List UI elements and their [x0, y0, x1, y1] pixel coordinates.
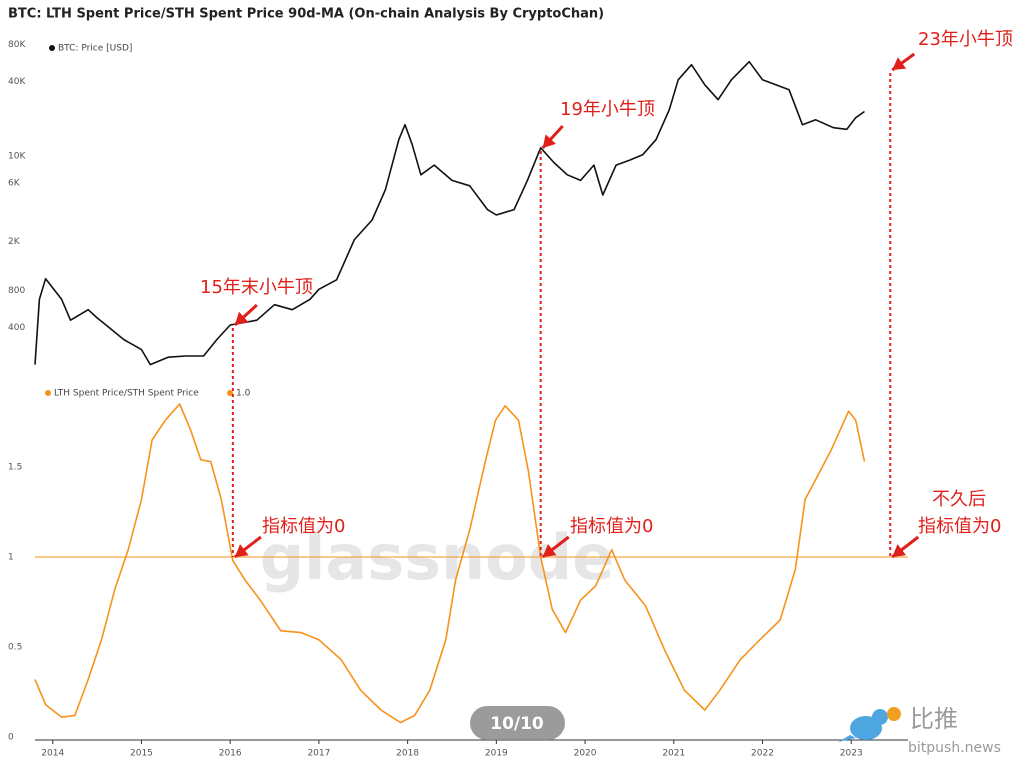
- y-tick-label: 10K: [8, 151, 26, 161]
- y-tick-label: 40K: [8, 77, 26, 87]
- arrow-head: [542, 134, 556, 148]
- annotation-text: 23年小牛顶: [918, 29, 1013, 50]
- arrow-head: [892, 544, 907, 557]
- y-tick-label: 80K: [8, 40, 26, 50]
- x-tick-label: 2023: [840, 749, 863, 759]
- legend-marker: [45, 390, 51, 396]
- annotation-text: 19年小牛顶: [560, 99, 655, 120]
- y-tick-label: 800: [8, 286, 25, 296]
- x-tick-label: 2018: [396, 749, 419, 759]
- y-tick-label: 0.5: [8, 643, 22, 653]
- logo-icon: [838, 707, 901, 742]
- chart-title: BTC: LTH Spent Price/STH Spent Price 90d…: [8, 7, 604, 22]
- arrow-head: [542, 544, 557, 557]
- x-tick-label: 2020: [574, 749, 597, 759]
- y-tick-label: 1: [8, 553, 14, 563]
- legend-label: LTH Spent Price/STH Spent Price: [54, 389, 199, 399]
- legend-marker: [227, 390, 233, 396]
- legend-label: 1.0: [236, 389, 251, 399]
- watermark: glassnode: [260, 521, 614, 594]
- x-tick-label: 2017: [307, 749, 330, 759]
- x-tick-label: 2016: [219, 749, 242, 759]
- series-line: [34, 403, 866, 724]
- legend-marker: [49, 45, 55, 51]
- y-tick-label: 6K: [8, 179, 21, 189]
- y-tick-label: 1.5: [8, 463, 22, 473]
- page-indicator: 10/10: [490, 714, 544, 734]
- annotation-text: 指标值为0: [570, 516, 653, 537]
- logo-url: bitpush.news: [908, 740, 1001, 756]
- series-line: [34, 60, 865, 366]
- annotation-text: 指标值为0: [918, 516, 1001, 537]
- x-tick-label: 2015: [130, 749, 153, 759]
- y-tick-label: 0: [8, 733, 14, 743]
- annotation-text: 指标值为0: [262, 516, 345, 537]
- arrow-head: [892, 57, 907, 70]
- legend-label: BTC: Price [USD]: [58, 44, 132, 54]
- arrow-head: [234, 311, 249, 325]
- page-indicator-bg: [470, 706, 565, 740]
- x-tick-label: 2019: [485, 749, 508, 759]
- annotation-text: 不久后: [932, 489, 986, 510]
- annotation-text: 15年末小牛顶: [200, 277, 313, 298]
- y-tick-label: 2K: [8, 237, 21, 247]
- logo-name: 比推: [910, 705, 958, 733]
- x-tick-label: 2014: [41, 749, 64, 759]
- x-tick-label: 2021: [662, 749, 685, 759]
- y-tick-label: 400: [8, 323, 25, 333]
- arrow-head: [234, 544, 249, 557]
- x-tick-label: 2022: [751, 749, 774, 759]
